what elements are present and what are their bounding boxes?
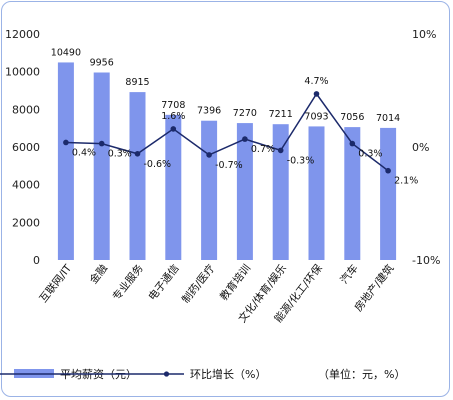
salary-bar xyxy=(380,127,397,260)
growth-point xyxy=(63,139,69,146)
category-label: 电子通信 xyxy=(146,262,182,303)
growth-point xyxy=(98,140,105,147)
salary-bar-label: 10490 xyxy=(51,47,81,58)
left-axis-ticks: 0 2000 4000 6000 8000 10000 12000 xyxy=(5,28,40,267)
salary-bar-label: 7211 xyxy=(269,109,293,120)
salary-bar-label: 7708 xyxy=(161,100,185,111)
growth-line-path xyxy=(65,92,389,172)
salary-bar xyxy=(57,62,74,261)
right-axis-ticks: -10% 0% 10% xyxy=(412,28,440,267)
category-label: 汽车 xyxy=(337,262,360,287)
growth-point-label: -0.7% xyxy=(215,160,243,171)
salary-bar xyxy=(308,126,325,261)
salary-bar xyxy=(129,92,146,260)
category-label: 互联网/IT xyxy=(37,262,74,305)
legend-line-label: 环比增长（%） xyxy=(190,367,266,381)
salary-bar-label: 9956 xyxy=(90,57,114,68)
salary-bar-labels: 10490 9956 8915 7708 7396 7270 7211 7093 7056 701… xyxy=(51,47,400,123)
salary-bar-label: 7056 xyxy=(340,112,364,123)
growth-point-label: 4.7% xyxy=(304,76,328,87)
growth-point xyxy=(313,91,320,97)
salary-bar-label: 7014 xyxy=(376,113,400,124)
salary-bar-label: 7270 xyxy=(233,108,257,119)
growth-point xyxy=(277,147,284,154)
growth-point xyxy=(349,140,356,147)
salary-bar xyxy=(236,123,253,260)
left-axis-tick: 12000 xyxy=(5,28,40,41)
growth-point xyxy=(206,152,212,158)
salary-bar-label: 7396 xyxy=(197,106,221,117)
category-label: 教育培训 xyxy=(217,262,253,303)
growth-line xyxy=(63,91,391,174)
salary-bar-label: 8915 xyxy=(125,77,149,88)
category-label: 金融 xyxy=(87,261,110,286)
category-label: 专业服务 xyxy=(110,261,146,302)
legend: 平均薪资（元） 环比增长（%） （单位：元，%） xyxy=(0,367,405,381)
salary-bar xyxy=(201,120,218,260)
growth-point xyxy=(170,126,177,132)
growth-point-label: 0.7% xyxy=(251,144,275,155)
growth-point-label: -0.6% xyxy=(144,159,172,170)
unit-note: （单位：元，%） xyxy=(318,367,405,381)
left-axis-tick: 6000 xyxy=(12,141,40,154)
left-axis-tick: 4000 xyxy=(12,179,40,192)
growth-point-label: 0.4% xyxy=(72,147,96,158)
salary-bar-label: 7093 xyxy=(304,111,328,122)
right-axis-tick: -10% xyxy=(412,254,440,267)
left-axis-tick: 10000 xyxy=(5,66,40,79)
growth-point xyxy=(134,150,141,157)
salary-bar xyxy=(93,72,110,260)
growth-point xyxy=(385,167,391,174)
legend-line-marker xyxy=(163,371,170,377)
salary-bar xyxy=(272,124,289,260)
left-axis-tick: 8000 xyxy=(12,103,40,116)
growth-point-label: 2.1% xyxy=(394,176,418,187)
category-label: 制药/医疗 xyxy=(179,261,218,305)
growth-point-label: -0.3% xyxy=(287,155,315,166)
growth-point-label: 0.3% xyxy=(358,149,382,160)
left-axis-tick: 2000 xyxy=(12,216,40,229)
right-axis-tick: 0% xyxy=(412,141,429,154)
salary-bars xyxy=(57,62,397,261)
growth-point-label: 0.3% xyxy=(108,149,132,160)
salary-bar xyxy=(344,127,361,260)
salary-bar xyxy=(165,114,182,260)
left-axis-tick: 0 xyxy=(33,254,40,267)
growth-point-label: 1.6% xyxy=(161,111,185,122)
growth-point xyxy=(242,136,248,142)
right-axis-tick: 10% xyxy=(412,28,436,41)
growth-line-labels: 0.4% 0.3% -0.6% 1.6% -0.7% 0.7% -0.3% 4.7% 0.3% 2… xyxy=(72,76,418,187)
